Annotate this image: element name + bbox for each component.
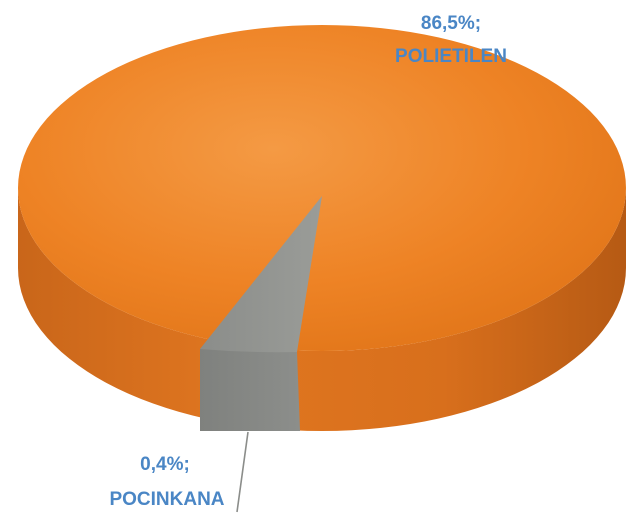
data-label-category: POLIETILEN — [395, 46, 507, 67]
leader-line — [236, 431, 249, 513]
data-label-category: POCINKANA — [109, 489, 224, 510]
data-label-value: 0,4%; — [140, 454, 190, 475]
pie-slice-side — [200, 349, 300, 431]
pie-slice — [200, 196, 322, 353]
data-label-value: 86,5%; — [421, 13, 481, 34]
pie-side-wall — [18, 188, 626, 431]
pie-slice — [18, 25, 626, 351]
